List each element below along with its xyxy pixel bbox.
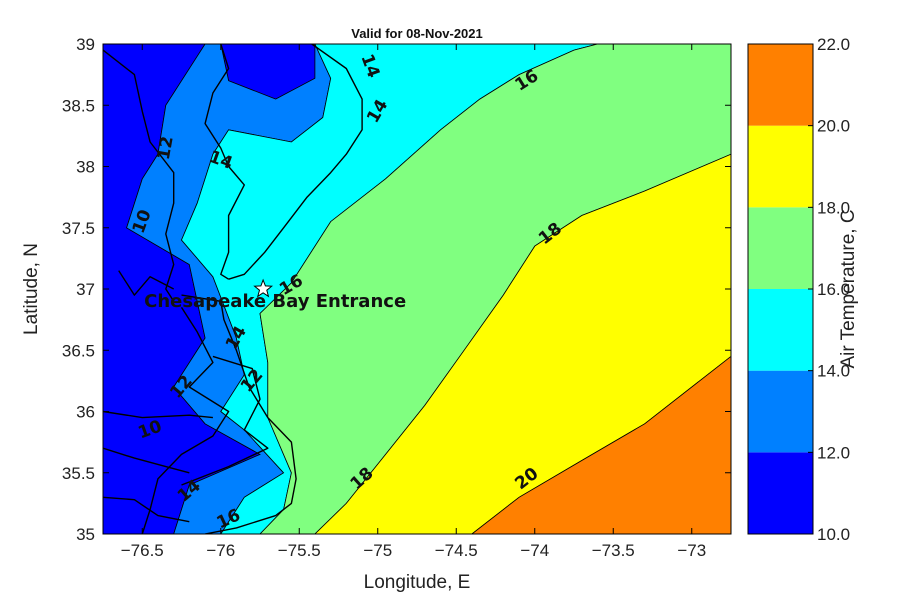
colorbar-tick-label-5: 20.0 (817, 117, 850, 136)
x-tick-label-5: −74 (520, 541, 549, 560)
y-tick-label-6: 38 (76, 158, 95, 177)
colorbar-segment-3 (748, 207, 813, 289)
y-tick-label-8: 39 (76, 35, 95, 54)
y-tick-label-2: 36 (76, 403, 95, 422)
colorbar: 10.0 12.0 14.0 16.0 18.0 20.0 22.0 (748, 35, 850, 544)
coastline-segment-7 (103, 410, 213, 419)
colorbar-tick-label-2: 14.0 (817, 362, 850, 381)
contour-label-12: 12 (154, 135, 178, 162)
y-tick-label-5: 37.5 (62, 219, 95, 238)
x-axis-label: Longitude, E (364, 572, 471, 593)
x-tick-label-2: −75.5 (278, 541, 321, 560)
colorbar-tick-label-1: 12.0 (817, 443, 850, 462)
coastline-segment-6 (118, 270, 175, 296)
colorbar-tick-label-4: 18.0 (817, 198, 850, 217)
colorbar-tick-label-0: 10.0 (817, 525, 850, 544)
y-tick-label-3: 36.5 (62, 341, 95, 360)
chart-title: Valid for 08-Nov-2021 (351, 26, 483, 41)
colorbar-segment-0 (748, 452, 813, 534)
coastline-segment-1 (228, 44, 363, 280)
x-tick-label-6: −73.5 (592, 541, 635, 560)
colorbar-label: Air Temperature, C (838, 209, 859, 368)
x-tick-label-0: −76.5 (121, 541, 164, 560)
y-tick-label-4: 37 (76, 280, 95, 299)
coastline (103, 44, 363, 534)
colorbar-frame (747, 43, 814, 535)
colorbar-segment-2 (748, 289, 813, 371)
temperature-band-20-22-6 (471, 355, 731, 534)
colorbar-segment-1 (748, 370, 813, 453)
y-tick-label-0: 35 (76, 525, 95, 544)
colorbar-tick-label-3: 16.0 (817, 280, 850, 299)
station-label: Chesapeake Bay Entrance (144, 291, 406, 312)
x-tick-label-1: −76 (206, 541, 235, 560)
x-axis-ticks: −76.5 −76 −75.5 −75 −74.5 −74 −73.5 −73 (121, 44, 706, 560)
colorbar-segment-5 (748, 44, 813, 126)
temperature-bands (103, 44, 731, 534)
coastline-segment-2 (181, 294, 297, 534)
colorbar-tick-label-6: 22.0 (817, 35, 850, 54)
station-marker-group: Chesapeake Bay Entrance (144, 278, 406, 312)
x-tick-label-4: −74.5 (435, 541, 478, 560)
x-tick-label-7: −73 (677, 541, 706, 560)
station-star-icon (253, 278, 274, 298)
coastline-segment-3 (103, 49, 175, 302)
coastline-segment-5 (181, 355, 269, 486)
coastline-segment-0 (204, 44, 246, 280)
y-axis-ticks: 35 35.5 36 36.5 37 37.5 38 38.5 39 (62, 35, 731, 544)
y-tick-label-7: 38.5 (62, 96, 95, 115)
y-axis-label: Latitude, N (21, 243, 42, 335)
colorbar-segment-4 (748, 125, 813, 208)
coastline-segment-9 (103, 496, 190, 523)
y-tick-label-1: 35.5 (62, 464, 95, 483)
x-tick-label-3: −75 (363, 541, 392, 560)
coastline-segment-4 (141, 307, 230, 534)
coastline-segment-8 (103, 447, 190, 474)
